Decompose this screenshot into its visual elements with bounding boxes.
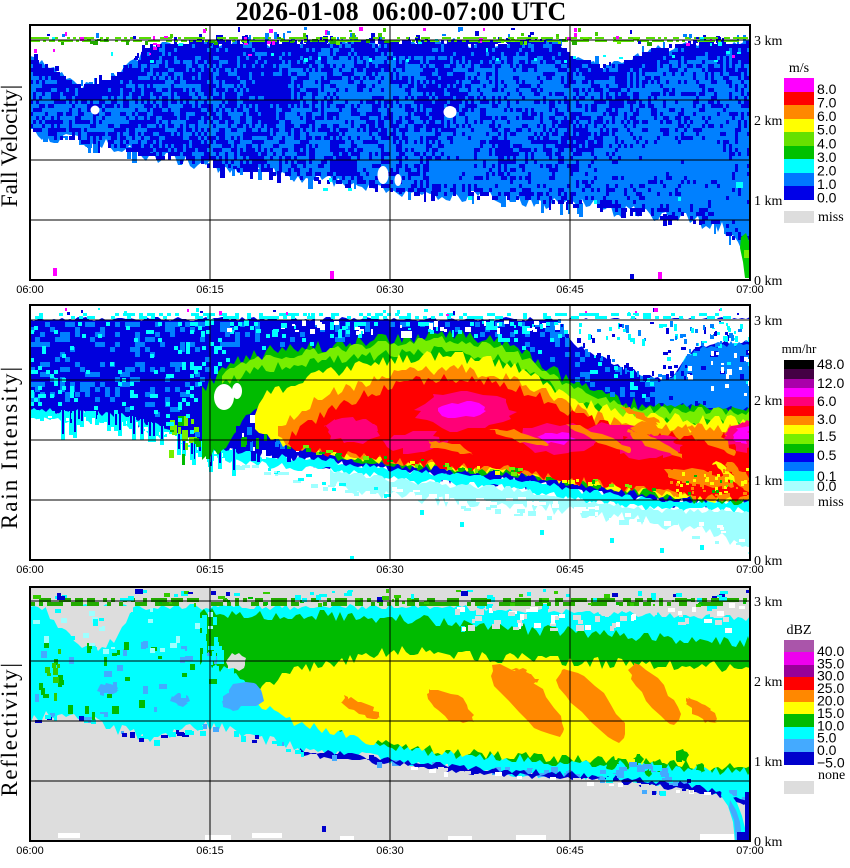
svg-text:0.0: 0.0 <box>817 478 837 494</box>
svg-text:25.0: 25.0 <box>817 680 844 696</box>
svg-text:none: none <box>818 768 845 783</box>
svg-text:5.0: 5.0 <box>817 730 837 746</box>
svg-text:2.0: 2.0 <box>817 162 837 178</box>
svg-text:6.0: 6.0 <box>817 393 837 409</box>
svg-text:dBZ: dBZ <box>787 623 812 638</box>
svg-text:Rain Intensity|: Rain Intensity| <box>0 365 22 529</box>
svg-text:06:45: 06:45 <box>556 845 584 857</box>
svg-text:06:15: 06:15 <box>196 564 224 576</box>
svg-text:48.0: 48.0 <box>817 356 844 372</box>
svg-text:07:00: 07:00 <box>736 284 764 296</box>
svg-text:15.0: 15.0 <box>817 705 844 721</box>
svg-text:Fall Velocity|: Fall Velocity| <box>0 85 22 207</box>
svg-text:06:30: 06:30 <box>376 564 404 576</box>
svg-text:5.0: 5.0 <box>817 122 837 138</box>
svg-text:4.0: 4.0 <box>817 135 837 151</box>
svg-text:6.0: 6.0 <box>817 108 837 124</box>
svg-text:35.0: 35.0 <box>817 655 844 671</box>
svg-text:06:00: 06:00 <box>16 284 44 296</box>
svg-text:0.5: 0.5 <box>817 447 837 463</box>
svg-text:2026-01-08 06:00-07:00 UTC: 2026-01-08 06:00-07:00 UTC <box>235 0 566 26</box>
svg-text:1.0: 1.0 <box>817 176 837 192</box>
svg-text:06:15: 06:15 <box>196 845 224 857</box>
svg-text:3 km: 3 km <box>754 595 783 610</box>
svg-text:2 km: 2 km <box>754 394 783 409</box>
svg-text:−5.0: −5.0 <box>817 755 845 771</box>
svg-text:10.0: 10.0 <box>817 717 844 733</box>
svg-text:8.0: 8.0 <box>817 81 837 97</box>
svg-text:30.0: 30.0 <box>817 668 844 684</box>
svg-text:20.0: 20.0 <box>817 693 844 709</box>
svg-text:06:00: 06:00 <box>16 564 44 576</box>
svg-text:0.0: 0.0 <box>817 742 837 758</box>
svg-text:06:45: 06:45 <box>556 564 584 576</box>
svg-text:06:45: 06:45 <box>556 284 584 296</box>
svg-text:0.1: 0.1 <box>817 468 837 484</box>
svg-text:1.5: 1.5 <box>817 428 837 444</box>
svg-text:07:00: 07:00 <box>736 564 764 576</box>
svg-text:06:30: 06:30 <box>376 845 404 857</box>
svg-text:06:30: 06:30 <box>376 284 404 296</box>
svg-text:06:15: 06:15 <box>196 284 224 296</box>
svg-text:7.0: 7.0 <box>817 95 837 111</box>
svg-text:3.0: 3.0 <box>817 149 837 165</box>
svg-text:2 km: 2 km <box>754 675 783 690</box>
svg-text:0 km: 0 km <box>754 274 783 289</box>
svg-text:40.0: 40.0 <box>817 643 844 659</box>
svg-text:0 km: 0 km <box>754 554 783 569</box>
svg-text:3.0: 3.0 <box>817 411 837 427</box>
svg-text:1 km: 1 km <box>754 755 783 770</box>
svg-text:m/s: m/s <box>789 61 809 76</box>
svg-text:miss: miss <box>818 210 844 225</box>
svg-text:12.0: 12.0 <box>817 375 844 391</box>
svg-text:miss: miss <box>818 495 844 510</box>
svg-text:1 km: 1 km <box>754 474 783 489</box>
svg-text:3 km: 3 km <box>754 314 783 329</box>
svg-text:06:00: 06:00 <box>16 845 44 857</box>
svg-text:Reflectivity|: Reflectivity| <box>0 661 22 796</box>
svg-text:0.0: 0.0 <box>817 190 837 206</box>
svg-text:1 km: 1 km <box>754 194 783 209</box>
svg-text:2 km: 2 km <box>754 114 783 129</box>
svg-text:07:00: 07:00 <box>736 845 764 857</box>
svg-text:3 km: 3 km <box>754 34 783 49</box>
svg-text:mm/hr: mm/hr <box>782 341 817 356</box>
svg-text:0 km: 0 km <box>754 835 783 850</box>
